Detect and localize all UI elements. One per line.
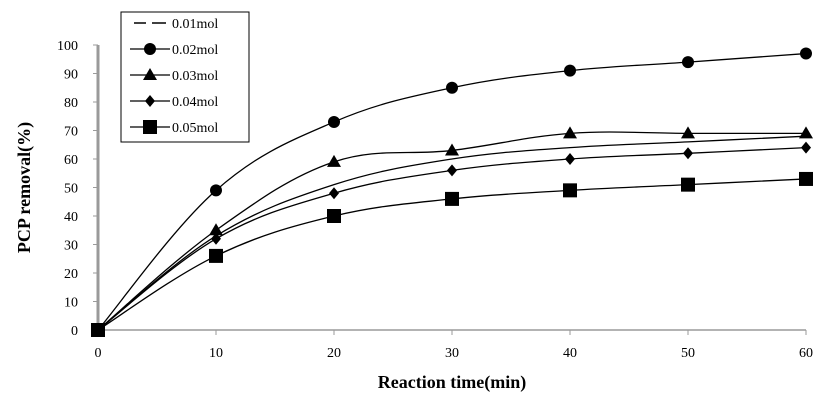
data-point-0-03mol [799, 126, 813, 139]
tick-labels: 0 10 20 30 40 50 60 0 10 20 30 40 50 60 70 80 90 100 [57, 39, 813, 361]
legend: 0.01mol 0.02mol 0.03mol 0.04mol 0.05mol [120, 11, 250, 143]
data-point-0-04mol [447, 164, 457, 177]
x-tick-label: 20 [327, 346, 341, 361]
legend-label-0-03mol: 0.03mol [172, 69, 218, 84]
x-tick-label: 10 [209, 346, 223, 361]
y-tick-label: 30 [64, 239, 78, 254]
y-axis-title: PCP removal(%) [14, 122, 35, 253]
y-tick-label: 90 [64, 68, 78, 83]
y-tick-label: 60 [64, 153, 78, 168]
y-tick-label: 100 [57, 39, 78, 54]
data-point-0-02mol [210, 184, 222, 197]
data-point-0-02mol [328, 115, 340, 128]
data-point-0-04mol [211, 232, 221, 245]
data-point-0-02mol [800, 47, 812, 60]
legend-label-0-04mol: 0.04mol [172, 95, 218, 110]
x-tick-label: 50 [681, 346, 695, 361]
data-point-0-02mol [682, 56, 694, 69]
x-tick-label: 60 [799, 346, 813, 361]
y-tick-label: 40 [64, 210, 78, 225]
legend-box [120, 11, 250, 143]
legend-label-0-02mol: 0.02mol [172, 43, 218, 58]
legend-marker-0-03mol [143, 68, 157, 80]
legend-marker-0-04mol [145, 95, 155, 107]
data-point-0-03mol [563, 126, 577, 139]
data-point-0-05mol [327, 209, 341, 223]
data-point-0-04mol [683, 147, 693, 160]
data-point-0-05mol [209, 248, 223, 263]
data-point-0-05mol [799, 171, 813, 186]
data-point-0-05mol [563, 183, 577, 198]
data-point-0-05mol [681, 177, 695, 192]
x-tick-label: 0 [95, 346, 102, 361]
data-point-0-02mol [564, 64, 576, 77]
series-line-0-03mol [97, 131, 806, 331]
y-tick-label: 70 [64, 125, 78, 140]
y-tick-label: 0 [71, 324, 78, 339]
y-tick-label: 10 [64, 296, 78, 311]
data-point-0-03mol [445, 143, 459, 156]
y-tick-label: 20 [64, 267, 78, 282]
data-point-0-05mol [91, 323, 105, 337]
data-point-0-02mol [446, 81, 458, 94]
data-point-0-04mol [565, 153, 575, 165]
series-markers [91, 47, 813, 337]
legend-label-0-05mol: 0.05mol [172, 121, 218, 136]
data-point-0-03mol [327, 154, 341, 167]
data-point-0-04mol [801, 141, 811, 154]
legend-marker-0-05mol [143, 120, 157, 134]
data-point-0-03mol [209, 223, 223, 236]
x-axis-title: Reaction time(min) [378, 372, 526, 393]
legend-marker-0-02mol [144, 43, 156, 55]
x-tick-label: 30 [445, 346, 459, 361]
data-point-0-03mol [681, 126, 695, 139]
x-tick-label: 40 [563, 346, 577, 361]
legend-label-0-01mol: 0.01mol [172, 17, 218, 32]
data-point-0-04mol [329, 187, 339, 200]
data-point-0-05mol [445, 191, 459, 206]
y-tick-label: 50 [64, 182, 78, 197]
y-tick-label: 80 [64, 96, 78, 111]
